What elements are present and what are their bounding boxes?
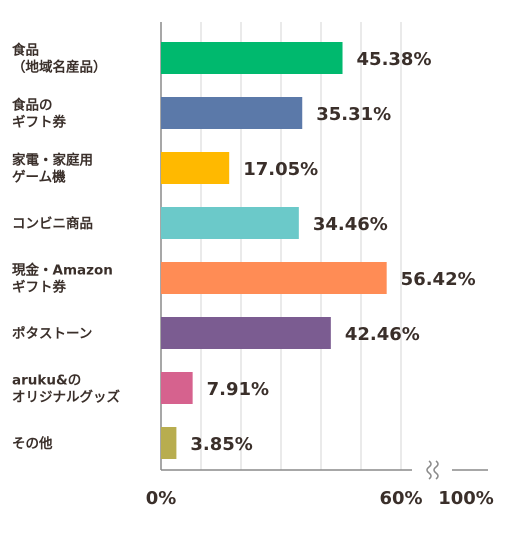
category-label: ギフト券 <box>12 114 66 131</box>
value-label: 17.05% <box>243 159 318 180</box>
category-label: ポタストーン <box>12 325 92 342</box>
value-label: 42.46% <box>345 324 420 345</box>
value-label: 7.91% <box>207 379 269 400</box>
value-label: 3.85% <box>190 434 252 455</box>
x-tick-label: 0% <box>146 488 177 509</box>
bar <box>161 207 299 239</box>
category-label: コンビニ商品 <box>12 215 93 232</box>
value-label: 45.38% <box>357 49 432 70</box>
category-label: aruku&の <box>12 373 81 389</box>
x-tick-label: 60% <box>379 488 422 509</box>
x-tick-label: 100% <box>438 488 494 509</box>
category-label: 現金・Amazon <box>12 262 113 279</box>
category-label: （地域名産品） <box>12 59 107 76</box>
bar <box>161 97 303 129</box>
value-label: 35.31% <box>316 104 391 125</box>
category-label: ギフト券 <box>12 279 66 296</box>
category-label: その他 <box>12 435 53 452</box>
bar <box>161 427 177 459</box>
bar <box>161 42 343 74</box>
bar <box>161 152 230 184</box>
category-label: オリジナルグッズ <box>12 389 120 406</box>
value-label: 34.46% <box>313 214 388 235</box>
bar <box>161 262 387 294</box>
bar <box>161 317 331 349</box>
category-label: 家電・家庭用 <box>12 152 93 169</box>
bar <box>161 372 193 404</box>
value-label: 56.42% <box>401 269 476 290</box>
axis-break-mark <box>426 460 432 480</box>
category-label: 食品 <box>12 42 39 59</box>
category-label: 食品の <box>12 97 53 114</box>
axis-break-mark <box>433 460 439 480</box>
category-label: ゲーム機 <box>12 169 66 186</box>
